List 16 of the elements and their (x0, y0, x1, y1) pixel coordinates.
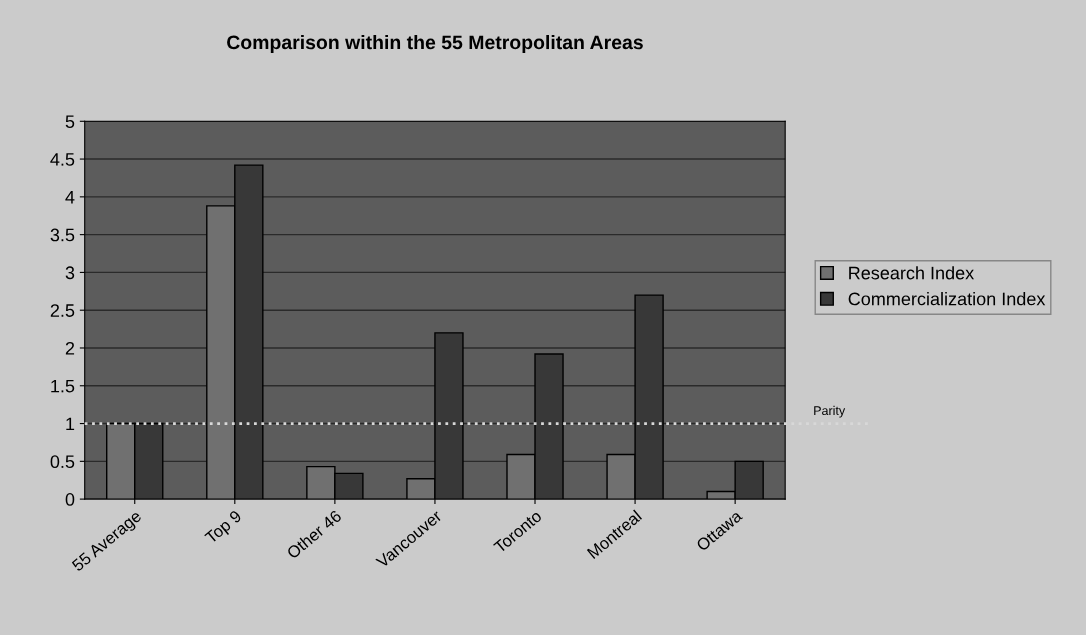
y-tick-label: 4.5 (50, 153, 75, 166)
legend-label: Research Index (849, 266, 974, 280)
y-tick-label: 2.5 (50, 304, 75, 317)
y-tick-label: 2 (65, 341, 75, 355)
y-tick-label: 3.5 (50, 228, 75, 242)
y-tick-label: 3 (65, 266, 75, 280)
legend-label: Commercialization Index (848, 292, 1046, 306)
y-tick-label: 4 (65, 190, 75, 204)
y-tick-label: 0 (65, 493, 75, 506)
chart-title: Comparison within the 55 Metropolitan Areas (227, 34, 643, 54)
y-tick-label: 0.5 (50, 455, 75, 469)
ref-line-label: Parity (814, 405, 846, 418)
y-tick-label: 1.5 (51, 379, 75, 393)
y-tick-label: 1 (66, 417, 75, 431)
x-tick-label: Top 9 (204, 509, 245, 547)
y-tick-label: 5 (65, 115, 75, 129)
